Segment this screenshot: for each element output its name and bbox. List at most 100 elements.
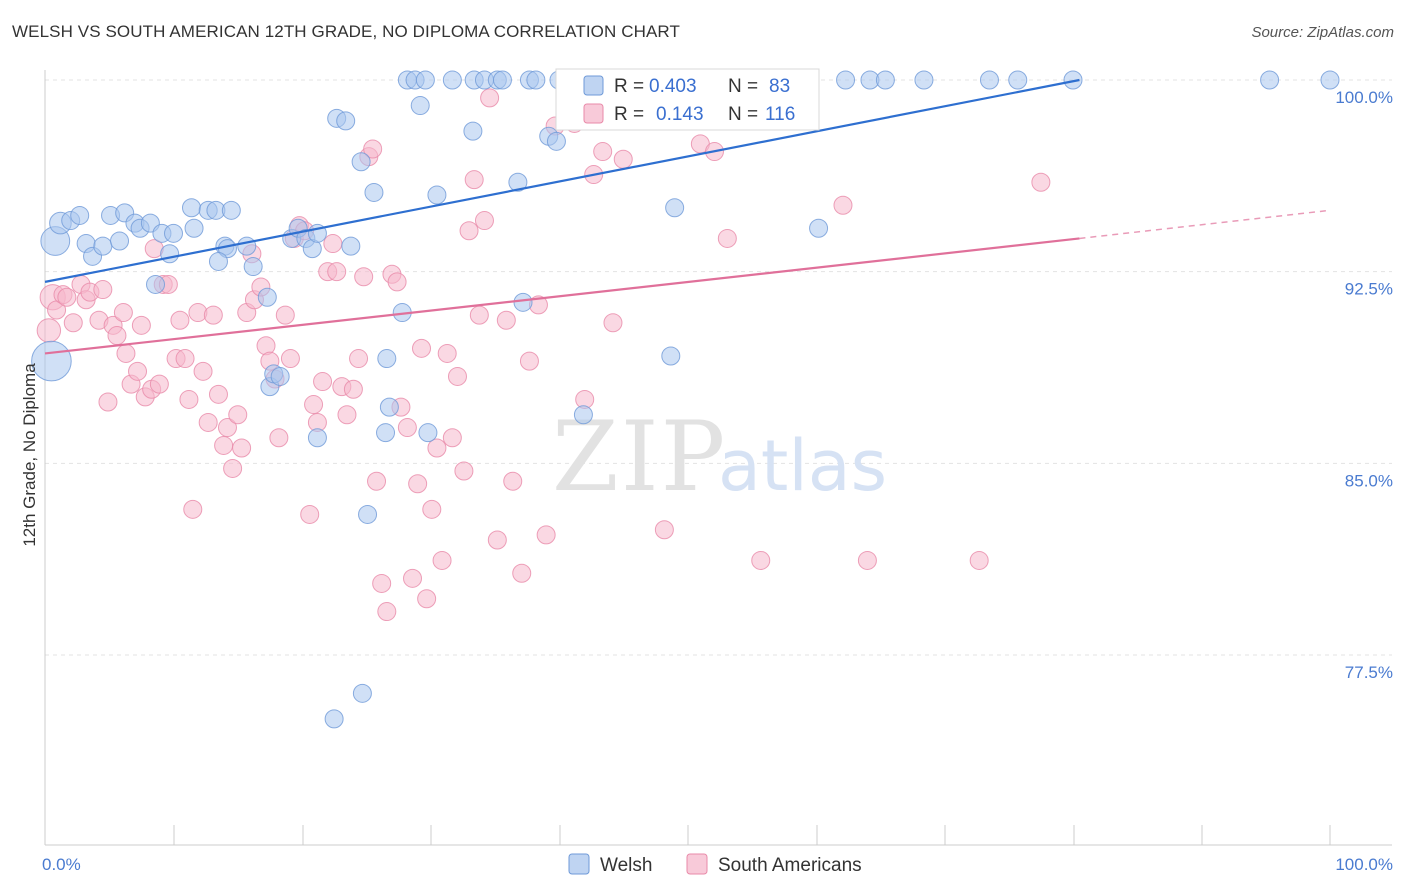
point-south-americans-29 — [183, 499, 203, 519]
point-south-americans-111 — [751, 550, 771, 570]
point-south-americans-96 — [536, 525, 556, 545]
point-south-americans-35 — [214, 435, 234, 455]
point-south-americans-71 — [387, 272, 407, 292]
bottom-legend-swatch-welsh — [568, 853, 590, 875]
y-tick-label-1: 92.5% — [1345, 280, 1393, 299]
point-south-americans-69 — [377, 602, 397, 622]
point-welsh-79 — [914, 70, 934, 90]
point-welsh-71 — [665, 198, 685, 218]
point-welsh-37 — [307, 428, 327, 448]
point-south-americans-112 — [833, 195, 853, 215]
point-south-americans-66 — [363, 139, 383, 159]
legend-r-value-south-americans: 0.143 — [656, 104, 704, 125]
point-south-americans-89 — [480, 88, 500, 108]
point-welsh-78 — [875, 70, 895, 90]
point-south-americans-88 — [474, 211, 494, 231]
point-welsh-52 — [463, 121, 483, 141]
point-welsh-87 — [352, 683, 372, 703]
gridlines — [45, 79, 1392, 656]
point-welsh-26 — [237, 236, 257, 256]
series-legend: Welsh South Americans — [568, 853, 862, 876]
point-south-americans-94 — [519, 351, 539, 371]
point-welsh-57 — [508, 172, 528, 192]
point-welsh-86 — [324, 709, 344, 729]
point-south-americans-14 — [113, 303, 133, 323]
point-welsh-14 — [146, 274, 166, 294]
point-south-americans-38 — [228, 405, 248, 425]
point-south-americans-92 — [503, 471, 523, 491]
point-welsh-58 — [513, 292, 533, 312]
chart-source: Source: ZipAtlas.com — [1251, 24, 1394, 41]
point-welsh-60 — [526, 70, 546, 90]
legend-r-label-south-americans: R = — [614, 104, 644, 125]
point-south-americans-22 — [149, 374, 169, 394]
point-welsh-25 — [208, 251, 228, 271]
point-south-americans-27 — [175, 349, 195, 369]
point-welsh-44 — [377, 349, 397, 369]
point-south-americans-10 — [93, 280, 113, 300]
point-south-americans-37 — [223, 458, 243, 478]
point-south-americans-62 — [343, 379, 363, 399]
point-south-americans-113 — [857, 550, 877, 570]
point-welsh-75 — [809, 218, 829, 238]
series-welsh — [31, 70, 1340, 729]
point-welsh-24 — [221, 200, 241, 220]
point-welsh-76 — [836, 70, 856, 90]
point-welsh-85 — [341, 236, 361, 256]
point-welsh-56 — [492, 70, 512, 90]
point-south-americans-48 — [275, 305, 295, 325]
point-welsh-88 — [418, 423, 438, 443]
point-welsh-81 — [1008, 70, 1028, 90]
x-tick-labels: 0.0% 100.0% — [42, 855, 1393, 874]
point-south-americans-68 — [372, 573, 392, 593]
point-welsh-82 — [1063, 70, 1083, 90]
point-south-americans-64 — [354, 267, 374, 287]
point-south-americans-15 — [116, 343, 136, 363]
point-south-americans-61 — [337, 405, 357, 425]
point-south-americans-90 — [487, 530, 507, 550]
trend-line-welsh — [44, 78, 1080, 283]
point-welsh-28 — [257, 287, 277, 307]
point-south-americans-73 — [397, 418, 417, 438]
point-welsh-31 — [270, 366, 290, 386]
point-south-americans-58 — [323, 234, 343, 254]
trend-lines — [44, 78, 1331, 355]
series-south-americans — [36, 70, 1051, 622]
legend-n-label-south-americans: N = — [728, 104, 758, 125]
point-welsh-17 — [164, 223, 183, 243]
bottom-legend-swatch-south-americans — [686, 853, 708, 875]
point-south-americans-110 — [717, 228, 737, 248]
point-south-americans-5 — [63, 313, 83, 333]
point-welsh-89 — [427, 185, 447, 205]
point-welsh-9 — [110, 231, 130, 251]
point-south-americans-11 — [98, 392, 118, 412]
legend-n-label-welsh: N = — [728, 76, 758, 97]
point-south-americans-17 — [128, 361, 148, 381]
point-south-americans-63 — [349, 349, 369, 369]
point-south-americans-77 — [417, 589, 437, 609]
point-south-americans-53 — [300, 504, 320, 524]
y-axis-title: 12th Grade, No Diploma — [20, 363, 39, 547]
point-south-americans-31 — [193, 361, 213, 381]
point-welsh-49 — [410, 96, 430, 116]
point-south-americans-75 — [408, 474, 428, 494]
point-south-americans-82 — [442, 428, 462, 448]
correlation-legend: R = 0.403 N = 83 R = 0.143 N = 116 — [555, 68, 820, 131]
point-welsh-42 — [364, 182, 384, 202]
point-welsh-84 — [1320, 70, 1340, 90]
trend-line-extension-south-americans — [1079, 209, 1331, 240]
legend-n-value-welsh: 83 — [769, 76, 790, 97]
point-south-americans-106 — [654, 520, 674, 540]
point-south-americans-114 — [1031, 172, 1051, 192]
point-south-americans-59 — [327, 262, 347, 282]
point-welsh-40 — [351, 152, 371, 172]
point-south-americans-80 — [432, 550, 452, 570]
trend-line-south-americans — [44, 237, 1080, 355]
point-welsh-65 — [573, 405, 593, 425]
point-south-americans-79 — [427, 438, 447, 458]
y-tick-label-0: 100.0% — [1335, 88, 1393, 107]
legend-n-value-south-americans: 116 — [765, 104, 795, 125]
point-south-americans-102 — [593, 142, 613, 162]
point-south-americans-0 — [36, 318, 62, 343]
point-south-americans-4 — [57, 287, 77, 307]
